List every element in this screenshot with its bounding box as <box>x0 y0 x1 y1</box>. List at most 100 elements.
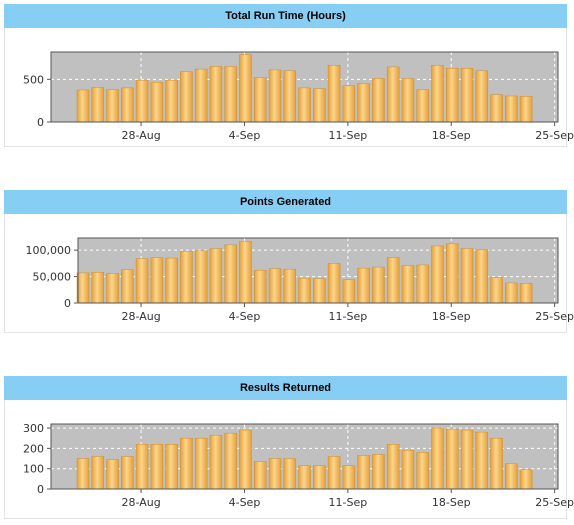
bar <box>150 82 164 123</box>
bar <box>386 257 400 304</box>
bar <box>76 89 90 123</box>
y-tick-label: 50,000 <box>33 271 72 284</box>
chart-body: 28-Aug 4-Sep 11-Sep 18-Sep 25-Sep 0 500 <box>4 28 574 147</box>
x-tick-label: 4-Sep <box>229 496 261 509</box>
bar <box>460 429 474 490</box>
bar <box>431 245 444 304</box>
bar <box>519 283 533 304</box>
bar <box>386 444 400 490</box>
bar <box>106 273 119 304</box>
bar <box>460 67 474 123</box>
x-tick-label: 18-Sep <box>432 129 471 142</box>
y-tick-label: 200 <box>23 442 44 455</box>
bar <box>106 459 119 490</box>
x-tick-label: 4-Sep <box>229 129 261 142</box>
bar <box>357 267 370 304</box>
bar <box>76 458 90 490</box>
bar <box>121 269 134 304</box>
bar <box>357 83 370 123</box>
bar <box>194 437 208 490</box>
bar <box>135 79 149 123</box>
bar <box>475 70 489 123</box>
bar <box>372 454 385 490</box>
bar <box>135 258 149 304</box>
results-returned-chart: 28-Aug 4-Sep 11-Sep 18-Sep 25-Sep 0 100 200 300 <box>23 422 574 509</box>
y-tick-label: 100,000 <box>26 244 72 257</box>
bar <box>224 432 237 490</box>
bar <box>298 87 311 123</box>
run-time-chart: 28-Aug 4-Sep 11-Sep 18-Sep 25-Sep 0 500 <box>23 51 574 142</box>
bar <box>313 465 326 490</box>
x-tick-label: 25-Sep <box>535 310 574 323</box>
bar <box>150 444 164 490</box>
chart-panel-run-time: Total Run Time (Hours) 28-Aug 4-Sep 11-Sep… <box>4 4 574 147</box>
bar <box>135 444 149 490</box>
x-tick-label: 11-Sep <box>329 129 368 142</box>
bar <box>209 248 223 304</box>
bar <box>446 243 459 304</box>
y-tick-label: 0 <box>37 116 44 129</box>
bar <box>475 431 489 490</box>
bar <box>327 456 341 490</box>
plot-border <box>50 51 559 123</box>
plot-border <box>50 423 559 490</box>
bar <box>106 89 119 123</box>
bar <box>91 87 105 123</box>
x-tick-label: 4-Sep <box>229 310 261 323</box>
bar <box>357 455 370 490</box>
chart-panel-results-returned: Results Returned 28-Aug 4-Sep 11-Sep 18-Sep… <box>4 376 574 519</box>
bar <box>386 66 400 123</box>
y-tick-label: 0 <box>64 297 71 310</box>
bar <box>505 282 518 304</box>
bar <box>194 68 208 123</box>
bar <box>239 240 252 304</box>
x-tick-label: 28-Aug <box>121 496 160 509</box>
bar <box>490 277 503 304</box>
bar <box>239 54 252 123</box>
chart-panel-points-generated: Points Generated 28-Aug 4-Sep 11-Sep 18-Sep… <box>4 190 574 333</box>
bar <box>209 434 223 490</box>
bar <box>180 437 193 490</box>
bar <box>298 277 311 304</box>
chart-body: 28-Aug 4-Sep 11-Sep 18-Sep 25-Sep 0 50,000 100,… <box>4 214 574 333</box>
x-tick-label: 25-Sep <box>535 496 574 509</box>
bar <box>446 67 459 123</box>
bar <box>121 87 134 123</box>
bar <box>313 278 326 304</box>
bar <box>519 96 533 123</box>
x-tick-label: 28-Aug <box>121 129 160 142</box>
bar <box>268 268 282 304</box>
bar <box>239 429 252 490</box>
bar <box>224 244 237 304</box>
bar <box>416 264 429 304</box>
y-tick-label: 500 <box>23 73 44 86</box>
bar <box>180 71 193 123</box>
x-tick-label: 28-Aug <box>121 310 160 323</box>
bar <box>224 66 237 123</box>
bar <box>268 69 282 123</box>
chart-title: Points Generated <box>4 190 567 214</box>
bar <box>327 263 341 304</box>
bar <box>268 458 282 490</box>
x-tick-label: 18-Sep <box>432 310 471 323</box>
bar <box>342 279 356 304</box>
bar <box>446 428 459 490</box>
x-tick-label: 11-Sep <box>329 496 368 509</box>
bar <box>342 85 356 123</box>
bar <box>253 269 267 304</box>
bar <box>416 89 429 123</box>
x-tick-label: 11-Sep <box>329 310 368 323</box>
bar <box>327 64 341 123</box>
bar <box>401 450 415 490</box>
bar <box>76 272 90 304</box>
bar <box>519 469 533 490</box>
chart-title: Total Run Time (Hours) <box>4 4 567 28</box>
bar <box>283 458 297 490</box>
bar <box>401 265 415 304</box>
bar <box>372 78 385 123</box>
points-generated-chart: 28-Aug 4-Sep 11-Sep 18-Sep 25-Sep 0 50,000 100,… <box>26 237 574 323</box>
bar <box>91 456 105 490</box>
bar <box>475 249 489 304</box>
bar <box>165 257 178 304</box>
bar <box>490 437 503 490</box>
